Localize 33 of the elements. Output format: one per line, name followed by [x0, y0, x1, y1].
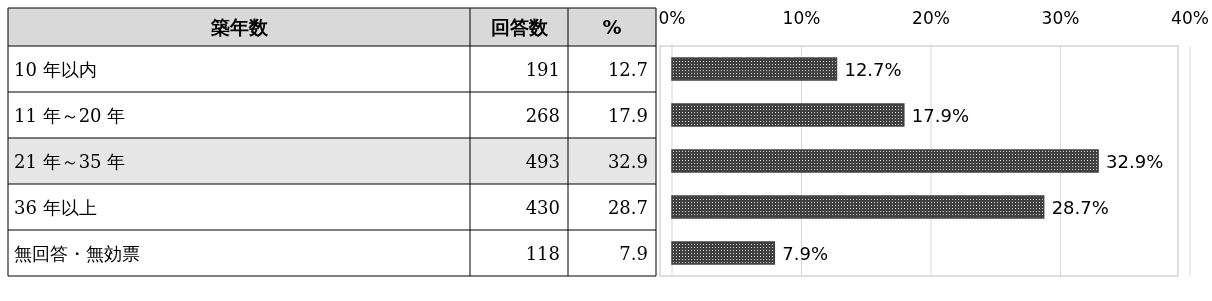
data-label: 12.7%: [844, 59, 902, 80]
category-label: 無回答・無効票: [14, 243, 140, 264]
data-label: 268: [525, 105, 560, 126]
data-label: 28.7: [607, 197, 648, 218]
category-label: 21 年～35 年: [14, 151, 126, 172]
category-label: 10 年以内: [14, 59, 97, 80]
x-tick-label: 40%: [1171, 8, 1209, 28]
data-label: 191: [525, 59, 560, 80]
bar: [671, 149, 1099, 173]
bar: [671, 195, 1045, 219]
text: 築年数: [209, 16, 269, 38]
data-label: 430: [525, 197, 560, 218]
x-tick-label: 30%: [1041, 8, 1080, 28]
x-tick-label: 20%: [912, 8, 950, 28]
data-label: 7.9: [619, 243, 648, 264]
category-label: 36 年以上: [14, 197, 97, 218]
x-tick-label: 0%: [658, 8, 686, 28]
data-label: 12.7: [607, 59, 648, 80]
text: %: [602, 16, 622, 38]
text: 回答数: [490, 16, 549, 38]
bar: [671, 103, 905, 127]
bar: [671, 241, 776, 265]
data-label: 118: [525, 243, 560, 264]
data-label: 7.9%: [782, 243, 829, 264]
data-label: 17.9%: [911, 105, 969, 126]
data-label: 493: [525, 151, 560, 172]
bar: [671, 57, 838, 81]
data-label: 17.9: [607, 105, 648, 126]
data-label: 32.9%: [1106, 151, 1164, 172]
x-tick-label: 10%: [782, 8, 821, 28]
data-label: 28.7%: [1051, 197, 1109, 218]
data-label: 32.9: [607, 151, 648, 172]
category-label: 11 年～20 年: [14, 105, 126, 126]
